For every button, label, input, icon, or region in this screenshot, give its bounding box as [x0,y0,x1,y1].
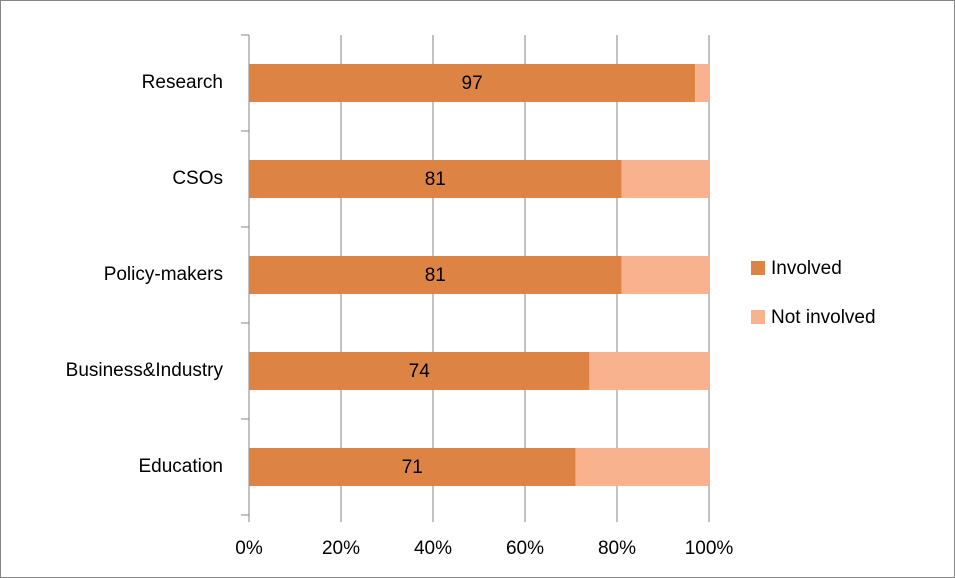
data-label: 97 [462,73,483,94]
bar-segment [249,64,696,102]
x-tick-label: 100% [685,538,734,559]
legend-swatch [751,310,765,324]
data-label: 74 [409,361,431,382]
y-tick-label: Research [142,72,223,93]
y-tick-label: CSOs [172,168,223,189]
bar-segment [249,256,622,294]
x-tick-label: 20% [322,538,360,559]
legend-swatch [751,261,765,275]
legend-label: Involved [771,258,842,279]
bar-segment [249,160,622,198]
x-tick-label: 80% [598,538,636,559]
bar-segment [589,352,709,390]
bar-segment [575,448,709,486]
y-tick-label: Business&Industry [66,360,224,381]
bar-segment [695,64,709,102]
y-tick-label: Policy-makers [104,264,223,285]
y-tick-label: Education [138,456,223,477]
bar-segment [249,448,576,486]
x-tick-label: 0% [235,538,263,559]
data-label: 71 [402,457,423,478]
bar-segment [621,256,709,294]
data-label: 81 [425,169,446,190]
bar-segment [621,160,709,198]
x-tick-label: 40% [414,538,452,559]
x-tick-label: 60% [506,538,544,559]
data-label: 81 [425,265,446,286]
legend-label: Not involved [771,307,876,328]
bar-segment [249,352,590,390]
